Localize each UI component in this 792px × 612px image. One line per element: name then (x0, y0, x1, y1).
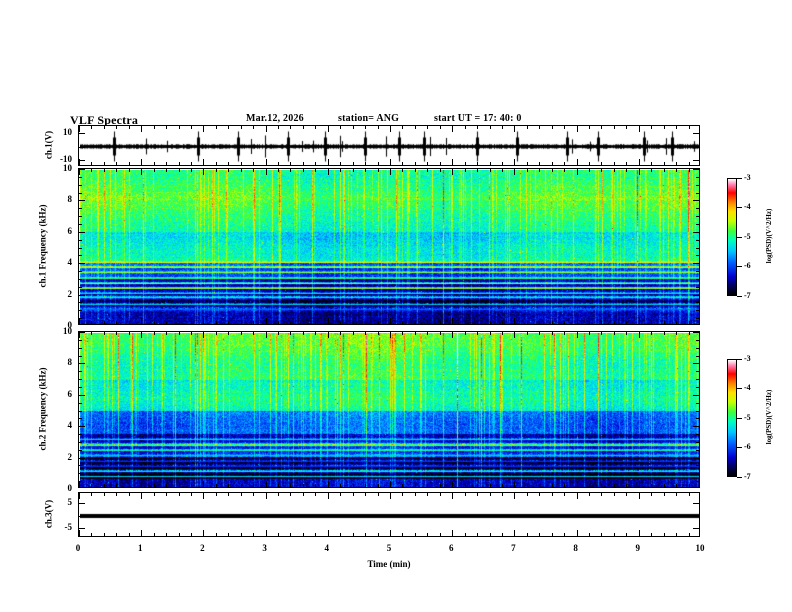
y-tick (79, 528, 85, 530)
ytick-ch3-neg: -5 (64, 522, 73, 533)
panel-ch1-waveform (78, 125, 700, 166)
colorbar-tick-label: -6 (744, 261, 751, 270)
colorbar-tick-label: -4 (744, 383, 751, 392)
xtick-label: 6 (448, 543, 454, 553)
axis-label-time: Time (min) (367, 559, 411, 569)
spectrogram-canvas (80, 333, 699, 487)
ytick-label: 6 (67, 388, 73, 399)
colorbar-ch1-label: log(PSD)(V^2/Hz) (765, 208, 773, 263)
colorbar-tick (737, 358, 742, 360)
ytick-label: 8 (67, 357, 73, 368)
colorbar-tick (737, 388, 742, 389)
y-tick (79, 132, 85, 134)
colorbar-tick (737, 476, 742, 478)
y-tick (693, 146, 699, 148)
y-tick (693, 515, 699, 517)
colorbar-tick (737, 447, 742, 448)
waveform-canvas (80, 494, 699, 536)
ytick-label: 4 (67, 257, 73, 268)
y-tick (79, 502, 85, 504)
colorbar-tick (737, 295, 742, 297)
ytick-label: 2 (67, 288, 73, 299)
xtick-label: 10 (695, 543, 705, 553)
header-start-ut: start UT = 17: 40: 0 (434, 113, 522, 124)
colorbar-tick-label: -7 (744, 471, 751, 481)
xtick-label: 0 (75, 543, 81, 553)
colorbar-ch2-label: log(PSD)(V^2/Hz) (765, 389, 773, 444)
y-tick (79, 146, 85, 148)
colorbar-tick-label: -7 (744, 290, 751, 300)
xtick-label: 5 (386, 543, 392, 553)
ytick-label: 0 (67, 483, 73, 493)
waveform-canvas (80, 127, 699, 165)
colorbar-tick (737, 207, 742, 208)
ytick-ch1-neg: -10 (60, 154, 72, 165)
colorbar-tick (737, 236, 742, 238)
y-tick (693, 528, 699, 530)
ytick-label: 2 (67, 451, 73, 462)
colorbar-ch1 (727, 177, 737, 296)
panel-ch2-spectrogram (78, 331, 700, 488)
colorbar-tick-label: -5 (744, 412, 751, 422)
xtick-label: 4 (324, 543, 330, 553)
xtick-label: 9 (635, 543, 641, 553)
header-date: Mar.12, 2026 (246, 113, 304, 124)
y-tick (79, 160, 85, 162)
xtick-label: 8 (573, 543, 578, 553)
colorbar-tick-label: -6 (744, 442, 751, 451)
ytick-label: 6 (67, 225, 73, 236)
ytick-label: 10 (63, 163, 72, 173)
y-tick (693, 502, 699, 504)
ytick-label: 10 (63, 326, 72, 336)
ytick-label: 4 (67, 420, 73, 431)
panel-ch1-spectrogram (78, 168, 700, 325)
xtick-label: 2 (200, 543, 205, 553)
colorbar-tick-label: -4 (744, 202, 751, 211)
xtick-label: 1 (137, 543, 143, 553)
ytick-ch1-pos: 10 (63, 126, 72, 137)
y-tick (693, 132, 699, 134)
colorbar-tick-label: -3 (744, 172, 751, 182)
ytick-label: 0 (67, 320, 73, 330)
colorbar-tick (737, 417, 742, 419)
ytick-label: 8 (67, 194, 73, 205)
colorbar-tick (737, 266, 742, 267)
y-tick (79, 515, 85, 517)
panel-ch3-waveform (78, 492, 700, 537)
colorbar-ch2 (727, 358, 737, 477)
ytick-ch3-pos: 5 (67, 496, 73, 507)
colorbar-tick (737, 177, 742, 179)
y-tick (693, 160, 699, 162)
axis-label-ch3-volts: ch.3(V) (43, 499, 53, 528)
xtick-label: 3 (262, 543, 267, 553)
colorbar-tick-label: -5 (744, 231, 751, 241)
header-station: station= ANG (338, 113, 400, 124)
spectrogram-canvas (80, 170, 699, 324)
page-title: VLF Spectra (70, 113, 139, 127)
xtick-label: 7 (511, 543, 516, 553)
colorbar-tick-label: -3 (744, 353, 751, 363)
